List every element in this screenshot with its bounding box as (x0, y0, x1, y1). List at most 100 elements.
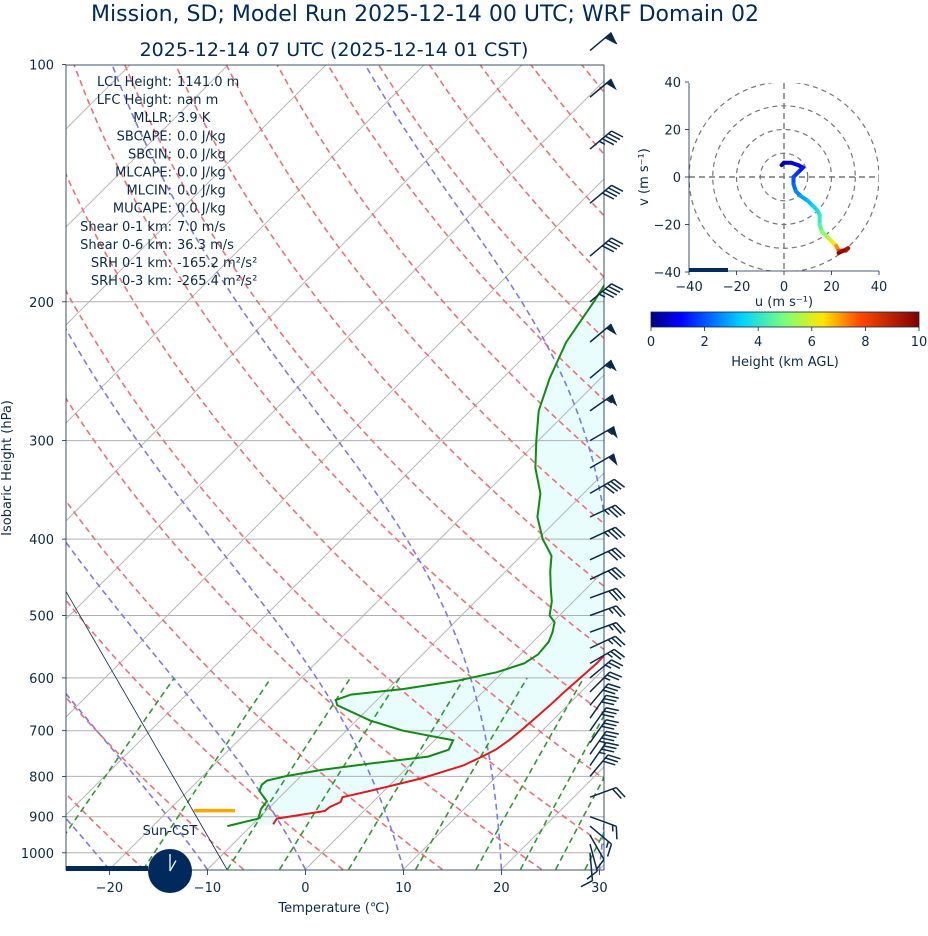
y-tick-label: 900 (29, 811, 54, 826)
hodograph-y-tick-label: 40 (664, 76, 681, 91)
timezone-clock: Sun-CST (66, 824, 197, 893)
hodograph-ticks: −40−40 −20 −20 0 0 20 20 40 40 (654, 76, 888, 295)
hodograph-x-label: u (m s⁻¹) (755, 295, 813, 310)
index-value: 3.9 K (177, 111, 211, 126)
colorbar-tick-label: 4 (754, 335, 762, 350)
isotherm-grid (66, 65, 604, 870)
index-label: LFC Height: (97, 93, 172, 108)
index-value: 7.0 m/s (177, 220, 226, 235)
index-value: -265.4 m²/s² (177, 274, 257, 289)
index-label: MUCAPE: (113, 202, 172, 217)
wind-barb (589, 825, 613, 857)
hodograph-y-tick-label: −20 (654, 219, 681, 234)
dry-adiabat (66, 792, 145, 870)
isotherm-line (66, 65, 327, 326)
colorbar-label: Height (km AGL) (731, 355, 839, 370)
isotherm-line (207, 472, 604, 870)
wind-barb (589, 754, 621, 777)
isotherm-line (66, 65, 523, 522)
index-value: 1141.0 m (177, 75, 239, 90)
x-axis-ticks: −20 −10 0 10 20 30 (96, 870, 608, 896)
clock-hour-hand (169, 860, 177, 872)
isotherm-line (66, 65, 425, 424)
y-tick-label: 600 (29, 672, 54, 687)
dry-adiabat (785, 65, 928, 870)
index-label: SRH 0-1 km: (91, 256, 172, 271)
wind-barb (589, 526, 626, 540)
temperature-line (272, 654, 604, 825)
wind-barb (589, 719, 619, 744)
chart-title: Mission, SD; Model Run 2025-12-14 00 UTC… (91, 2, 759, 27)
dry-adiabat (123, 65, 604, 651)
index-value: nan m (177, 93, 218, 108)
wind-barb (589, 504, 626, 518)
y-tick-label: 200 (29, 296, 54, 311)
index-value: 0.0 J/kg (177, 184, 226, 199)
dry-adiabat (66, 397, 543, 870)
wind-barb (589, 283, 624, 303)
wind-barb (589, 184, 624, 204)
wind-barb (589, 130, 624, 150)
y-tick-label: 300 (29, 435, 54, 450)
wind-barb (589, 816, 618, 840)
dry-adiabats (66, 65, 928, 870)
y-tick-label: 400 (29, 533, 54, 548)
wind-barb (589, 730, 619, 755)
colorbar-tick-label: 2 (700, 335, 708, 350)
skewt-panel: −20 −10 0 10 20 30 10020030040050060070080090… (0, 31, 928, 916)
wind-barb (589, 394, 618, 412)
index-value: -165.2 m²/s² (177, 256, 257, 271)
x-tick-label: 30 (591, 881, 608, 896)
index-label: SBCIN: (128, 147, 172, 162)
wind-barb (589, 605, 626, 618)
wind-barb (589, 78, 617, 98)
index-value: 0.0 J/kg (177, 129, 226, 144)
sounding-shading (227, 285, 604, 827)
mixing-ratio-lines (66, 677, 604, 870)
index-label: LCL Height: (97, 75, 172, 90)
isobar-grid (66, 301, 604, 854)
wind-barb (589, 707, 619, 732)
mixing-ratio-line (142, 677, 272, 870)
hodograph-trace (779, 160, 851, 255)
wind-barb (589, 425, 618, 442)
hodograph-x-tick-label: −20 (723, 280, 750, 295)
wind-barb (589, 547, 626, 561)
dry-adiabat (734, 65, 928, 870)
x-tick-label: −20 (96, 881, 123, 896)
hodograph-y-tick-label: 20 (664, 124, 681, 139)
x-axis-label: Temperature (℃) (277, 901, 389, 916)
dry-adiabat (225, 65, 604, 525)
wind-barb (589, 323, 617, 343)
wind-barb (589, 621, 626, 635)
dry-adiabat (580, 65, 604, 94)
moist-adiabat (66, 327, 405, 870)
dry-adiabat (835, 65, 928, 870)
parcel-path (66, 590, 228, 870)
isotherm-line (66, 276, 604, 816)
index-label: SRH 0-3 km: (91, 274, 172, 289)
dry-adiabat (73, 65, 604, 715)
wind-barb (589, 786, 626, 800)
wind-barb (589, 741, 619, 766)
isotherm-line (66, 178, 604, 718)
colorbar-tick-label: 6 (808, 335, 816, 350)
isotherm-line (66, 65, 229, 228)
hodograph-x-tick-label: 0 (780, 280, 788, 295)
skewt-frame (65, 64, 605, 871)
index-value: 36.3 m/s (177, 238, 234, 253)
moist-adiabat (66, 541, 307, 870)
x-tick-label: 0 (301, 881, 309, 896)
chart-subtitle: 2025-12-14 07 UTC (2025-12-14 01 CST) (140, 39, 529, 61)
wind-barb (589, 648, 626, 664)
colorbar-tick-label: 8 (861, 335, 869, 350)
y-tick-label: 800 (29, 770, 54, 785)
hodograph-y-tick-label: 0 (673, 171, 681, 186)
index-label: MLCAPE: (115, 166, 172, 181)
moist-adiabat (66, 692, 209, 870)
x-tick-label: 10 (395, 881, 412, 896)
wind-barb (589, 453, 618, 469)
moist-adiabats (66, 65, 604, 870)
wind-barb (589, 237, 624, 257)
